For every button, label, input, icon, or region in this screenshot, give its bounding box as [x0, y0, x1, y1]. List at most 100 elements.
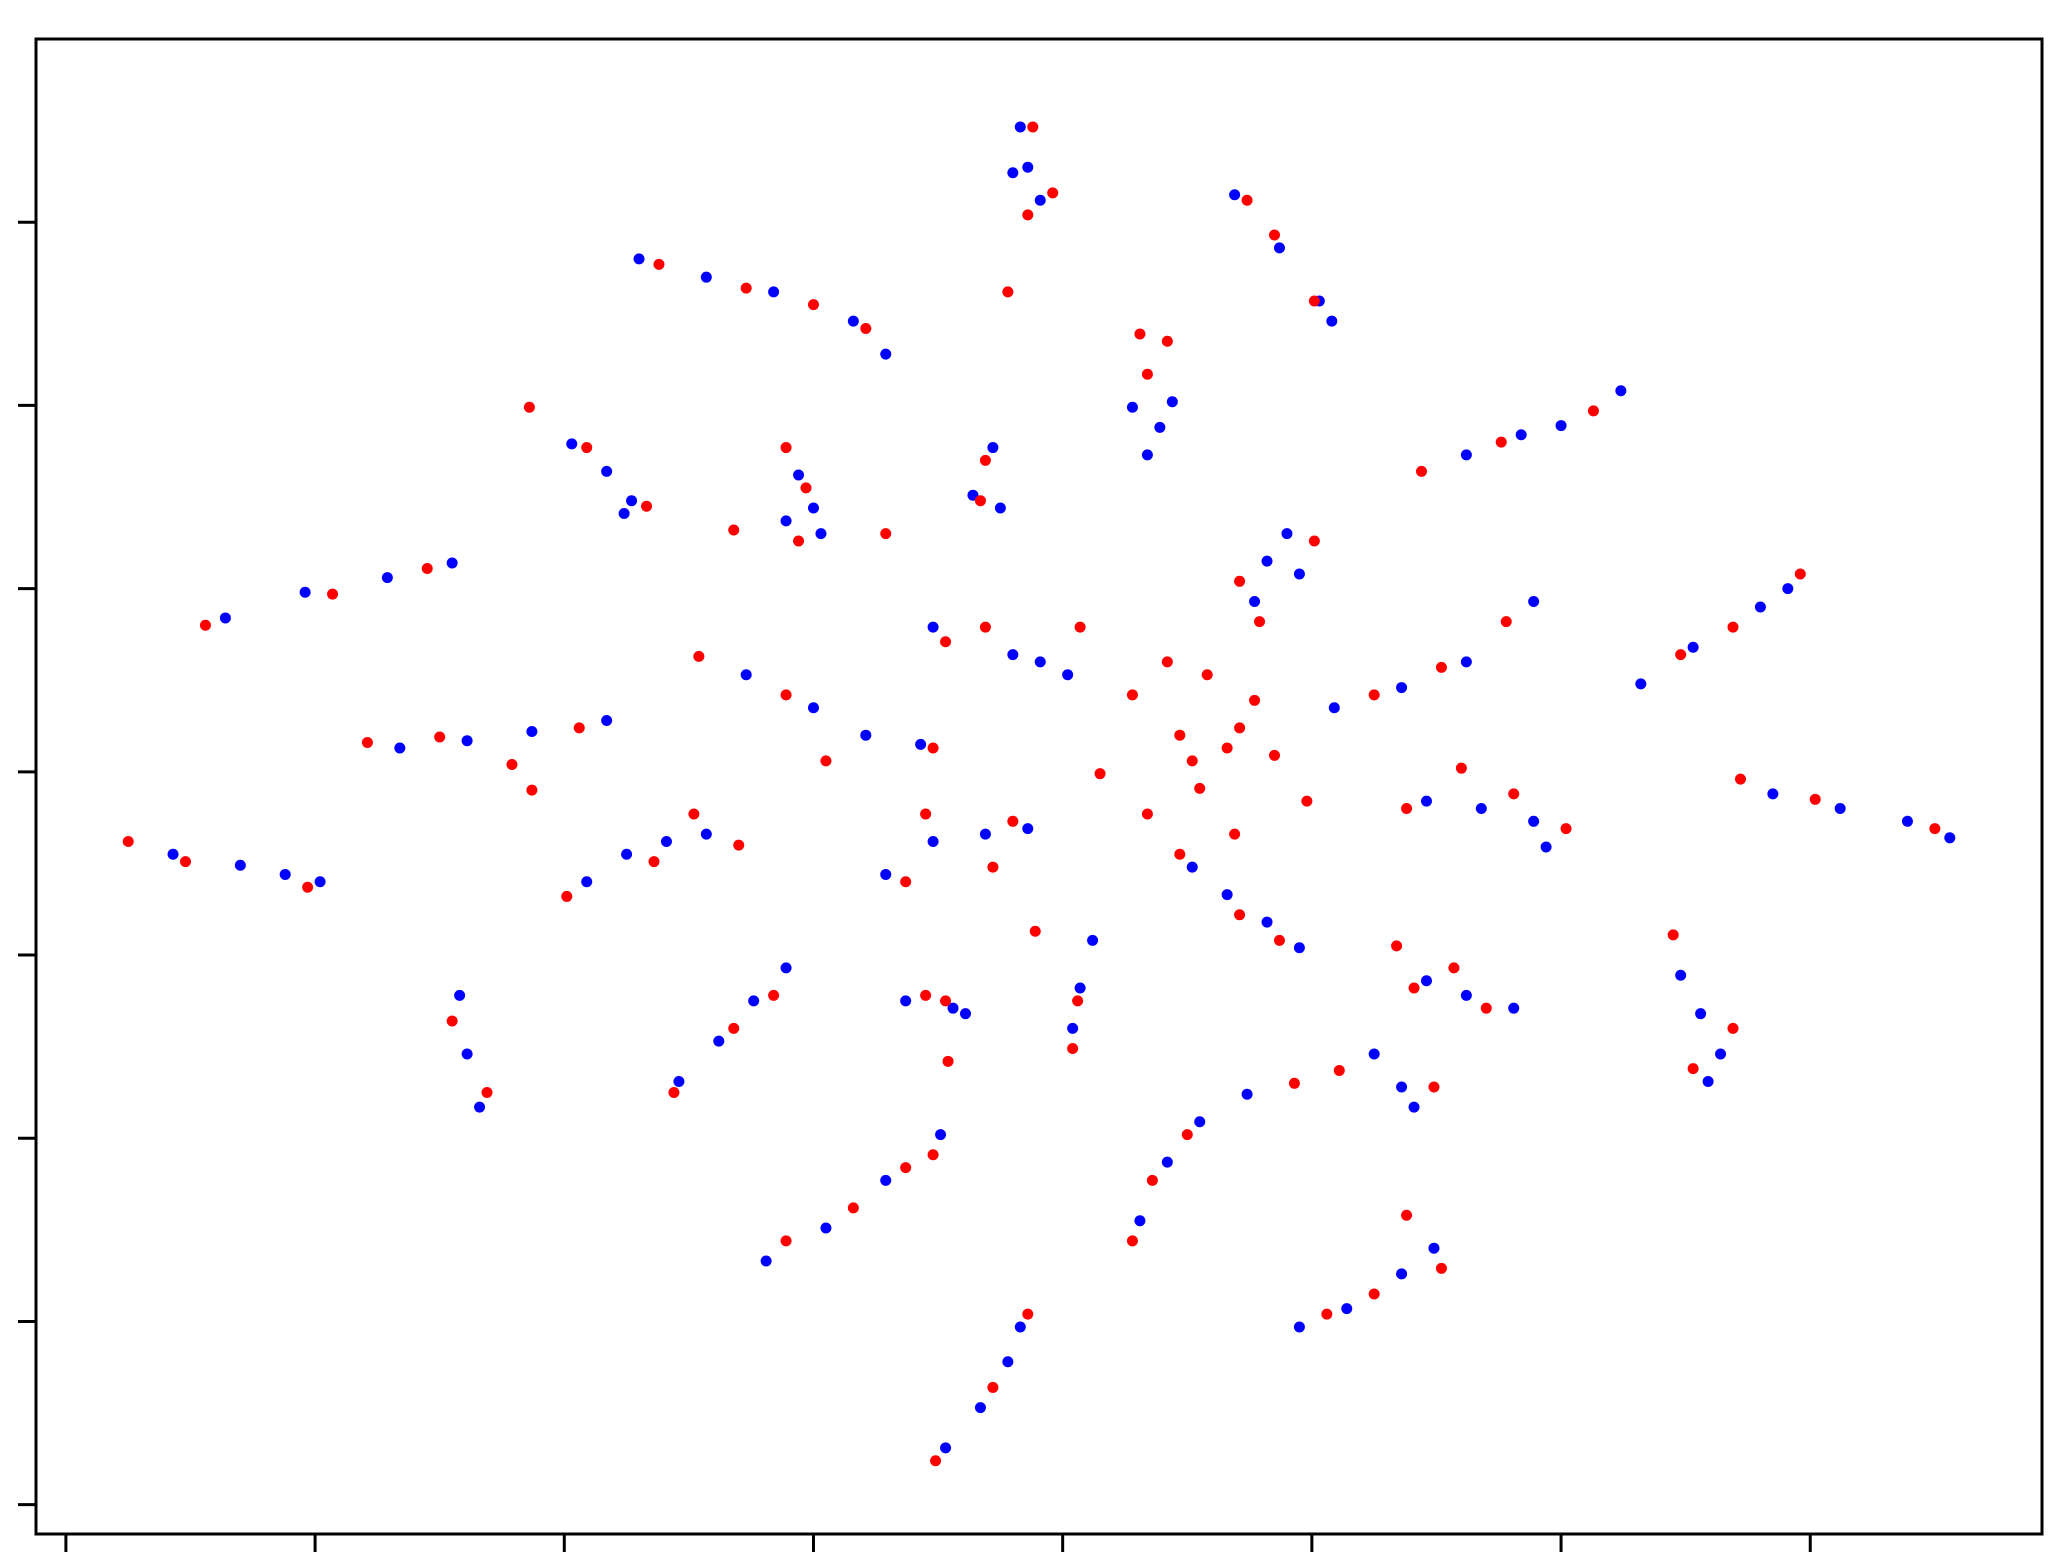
point [713, 1035, 725, 1047]
point [1067, 1022, 1079, 1034]
point [618, 508, 630, 520]
point [1495, 436, 1507, 448]
point [1702, 1075, 1714, 1087]
point [1408, 982, 1420, 994]
point [1308, 535, 1320, 547]
point [927, 742, 939, 754]
point [1326, 315, 1338, 327]
point [1675, 969, 1687, 981]
point [434, 731, 446, 743]
point [1249, 694, 1261, 706]
point [660, 835, 672, 847]
point [1029, 925, 1041, 937]
point [167, 848, 179, 860]
point [1288, 1077, 1300, 1089]
point [461, 735, 473, 747]
point [1154, 421, 1166, 433]
point [1141, 808, 1153, 820]
point [1229, 828, 1241, 840]
point [327, 588, 339, 600]
point [1328, 702, 1340, 714]
point [1014, 121, 1026, 133]
point [1301, 795, 1313, 807]
point [1034, 656, 1046, 668]
point [1126, 401, 1138, 413]
point [566, 438, 578, 450]
point [1555, 420, 1567, 432]
point [573, 722, 585, 734]
point [940, 1442, 952, 1454]
point [1667, 929, 1679, 941]
point [1401, 802, 1413, 814]
point [880, 1174, 892, 1186]
point [1186, 755, 1198, 767]
point [1408, 1101, 1420, 1113]
point [1435, 1262, 1447, 1274]
point [880, 868, 892, 880]
point [481, 1086, 493, 1098]
point [1094, 768, 1106, 780]
point [446, 557, 458, 569]
point [1416, 465, 1428, 477]
point [1401, 1209, 1413, 1221]
point [940, 995, 952, 1007]
point [1475, 802, 1487, 814]
point [1293, 568, 1305, 580]
point [1074, 982, 1086, 994]
point [927, 621, 939, 633]
point [1034, 194, 1046, 206]
point [1087, 934, 1099, 946]
point [1308, 295, 1320, 307]
point [1007, 167, 1019, 179]
point [935, 1129, 947, 1141]
point [394, 742, 406, 754]
point [1448, 962, 1460, 974]
point [1293, 1321, 1305, 1333]
point [1007, 815, 1019, 827]
point [1161, 335, 1173, 347]
point [1014, 1321, 1026, 1333]
point [1161, 656, 1173, 668]
point [1695, 1008, 1707, 1020]
point [900, 1162, 912, 1174]
point [915, 738, 927, 750]
point [1508, 788, 1520, 800]
point [1368, 1288, 1380, 1300]
point [1022, 209, 1034, 221]
point [860, 322, 872, 334]
point [1540, 841, 1552, 853]
point [601, 465, 613, 477]
point [1134, 328, 1146, 340]
point [728, 524, 740, 536]
point [1455, 762, 1467, 774]
point [1146, 1174, 1158, 1186]
point [1072, 995, 1084, 1007]
point [740, 282, 752, 294]
point [1261, 555, 1273, 567]
point [474, 1101, 486, 1113]
point [1321, 1308, 1333, 1320]
point [1022, 823, 1034, 835]
point [1074, 621, 1086, 633]
point [234, 859, 246, 871]
point [1194, 1116, 1206, 1128]
point [1281, 528, 1293, 540]
point [1560, 823, 1572, 835]
point [381, 572, 393, 584]
point [668, 1086, 680, 1098]
point [1794, 568, 1806, 580]
point [1254, 616, 1266, 628]
point [581, 442, 593, 454]
point [1929, 823, 1941, 835]
point [1396, 1081, 1408, 1093]
point [987, 861, 999, 873]
point [820, 755, 832, 767]
point [1396, 682, 1408, 694]
point [1615, 385, 1627, 397]
point [1166, 396, 1178, 408]
points [122, 121, 1956, 1467]
point [641, 500, 653, 512]
point [506, 759, 518, 771]
point [302, 881, 314, 893]
point [1249, 595, 1261, 607]
